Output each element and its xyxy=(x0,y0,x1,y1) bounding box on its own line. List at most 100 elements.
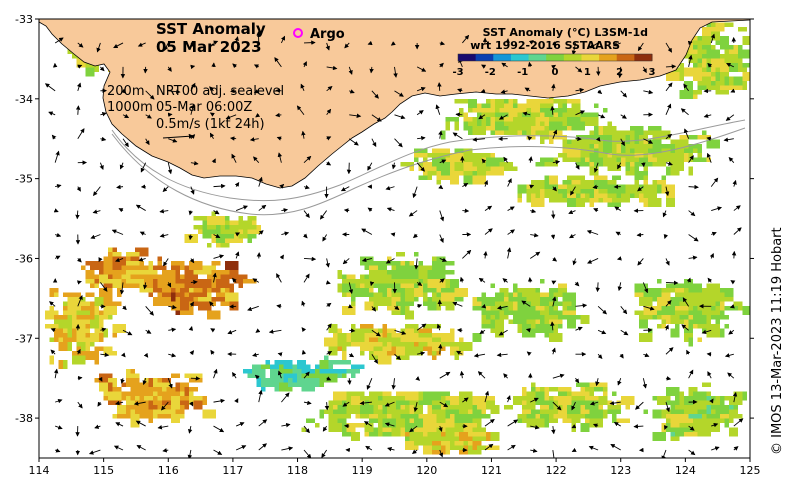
current-vector xyxy=(617,66,623,79)
sst-pixel xyxy=(112,301,122,306)
sst-pixel xyxy=(364,279,374,288)
sst-pixel xyxy=(742,306,750,315)
sst-pixel xyxy=(688,387,698,392)
current-vector xyxy=(281,207,289,213)
sst-pixel xyxy=(360,396,369,401)
sst-pixel xyxy=(720,414,729,419)
sst-pixel xyxy=(472,175,486,185)
sst-pixel xyxy=(486,112,491,117)
sst-pixel xyxy=(468,391,473,401)
sst-pixel xyxy=(612,414,617,423)
current-vector xyxy=(507,444,516,451)
current-vector xyxy=(162,448,169,453)
sst-pixel xyxy=(162,283,171,293)
sst-pixel xyxy=(81,306,95,311)
sst-pixel xyxy=(661,288,675,293)
sst-pixel xyxy=(184,387,189,396)
sst-pixel xyxy=(63,360,68,369)
current-vector xyxy=(94,424,101,429)
colorbar-tick-label: -1 xyxy=(517,67,528,78)
current-vector xyxy=(49,301,56,307)
current-vector xyxy=(530,232,539,238)
current-vector xyxy=(121,88,126,94)
sst-pixel xyxy=(216,297,225,302)
sst-pixel xyxy=(445,261,455,266)
sst-pixel xyxy=(549,328,554,333)
current-vector xyxy=(213,254,225,259)
sst-pixel xyxy=(481,324,486,329)
sst-pixel xyxy=(738,67,747,72)
current-vector xyxy=(462,397,469,403)
current-vector xyxy=(480,88,486,94)
current-vector xyxy=(301,300,306,307)
current-vector xyxy=(574,377,580,384)
current-vector xyxy=(371,90,379,99)
sst-pixel xyxy=(85,319,90,324)
sst-pixel xyxy=(54,315,68,320)
sst-pixel xyxy=(337,369,351,374)
sst-pixel xyxy=(634,189,639,194)
sst-pixel xyxy=(225,288,230,293)
current-vector xyxy=(612,42,621,47)
sst-pixel xyxy=(733,63,747,68)
current-vector xyxy=(302,61,307,68)
sst-pixel xyxy=(243,225,257,230)
current-vector xyxy=(663,425,669,431)
current-vector xyxy=(409,425,418,433)
sst-pixel xyxy=(94,306,99,315)
current-vector xyxy=(234,36,239,44)
current-vector xyxy=(435,104,441,115)
sst-pixel xyxy=(711,306,716,311)
sst-pixel xyxy=(607,202,621,207)
sst-pixel xyxy=(468,409,482,419)
sst-pixel xyxy=(688,135,702,140)
current-vector xyxy=(552,257,558,262)
sst-pixel xyxy=(243,279,257,284)
current-vector xyxy=(730,280,736,285)
sst-pixel xyxy=(670,387,680,396)
sst-pixel xyxy=(679,315,689,320)
current-vector xyxy=(635,401,644,410)
sst-pixel xyxy=(706,333,720,338)
sst-pixel xyxy=(486,432,491,441)
current-vector xyxy=(322,234,328,242)
sst-pixel xyxy=(243,369,257,374)
sst-pixel xyxy=(684,432,698,437)
current-vector xyxy=(683,128,690,139)
current-vector xyxy=(326,108,332,116)
sst-pixel xyxy=(157,279,171,284)
current-vector xyxy=(477,371,486,379)
sst-pixel xyxy=(639,319,648,329)
current-vector xyxy=(281,422,291,428)
x-tick-label: 121 xyxy=(481,464,502,477)
current-vector xyxy=(234,181,240,187)
sst-pixel xyxy=(679,283,689,288)
sst-pixel xyxy=(337,342,351,347)
sst-pixel xyxy=(540,292,549,297)
sst-pixel xyxy=(427,432,437,441)
sst-pixel xyxy=(666,184,675,194)
copyright-label: © IMOS 13-Mar-2023 11:19 Hobart xyxy=(770,227,785,455)
current-vector xyxy=(592,184,599,190)
current-vector xyxy=(500,89,508,94)
sst-pixel xyxy=(517,198,522,203)
sst-pixel xyxy=(513,103,527,113)
current-vector xyxy=(665,133,673,140)
sst-pixel xyxy=(414,337,428,342)
current-vector xyxy=(597,114,606,119)
sst-pixel xyxy=(414,346,423,351)
sst-pixel xyxy=(697,45,702,54)
current-vector xyxy=(213,233,221,238)
sst-pixel xyxy=(378,292,392,297)
sst-pixel xyxy=(657,292,671,297)
sst-pixel xyxy=(427,153,441,158)
sst-pixel xyxy=(490,319,504,324)
sst-pixel xyxy=(445,279,450,288)
sst-pixel xyxy=(517,324,522,333)
sst-pixel xyxy=(121,270,135,279)
sst-pixel xyxy=(580,315,590,324)
sst-pixel xyxy=(675,396,689,405)
current-vector xyxy=(481,158,487,164)
sst-pixel xyxy=(225,292,239,302)
current-vector xyxy=(340,186,350,192)
